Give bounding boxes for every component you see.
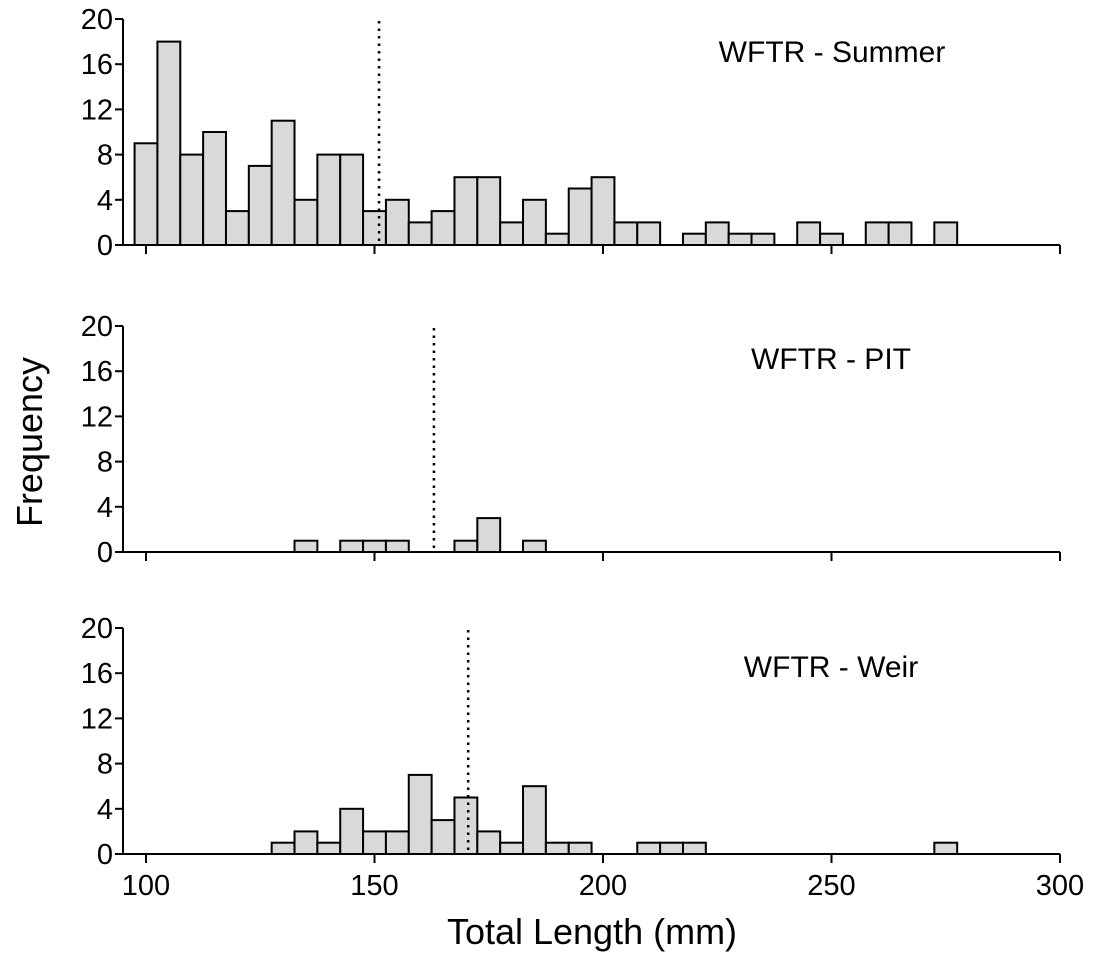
histogram-bar	[293, 539, 319, 554]
histogram-bar	[476, 176, 502, 246]
y-tick-label: 8	[97, 447, 113, 479]
y-axis-title: Frequency	[9, 357, 50, 527]
histogram-bar	[362, 539, 387, 554]
histogram-bar	[430, 819, 456, 855]
histogram-bar	[339, 807, 365, 855]
y-tick-label: 16	[81, 49, 113, 81]
histogram-bar	[339, 153, 365, 247]
histogram-bar	[133, 142, 159, 246]
histogram-bar	[659, 841, 684, 856]
x-tick-label: 100	[122, 870, 170, 902]
y-tick-label: 20	[81, 4, 113, 36]
histogram-bar	[499, 221, 525, 246]
y-tick-label: 20	[81, 613, 113, 645]
histogram-bar	[453, 176, 479, 246]
histogram-bar	[316, 841, 342, 856]
x-tick-label: 250	[807, 870, 855, 902]
histogram-bar	[293, 198, 319, 247]
histogram-bar	[796, 221, 822, 246]
histogram-bar	[544, 841, 570, 856]
histogram-bar	[567, 187, 593, 246]
y-tick-label: 16	[81, 356, 113, 388]
y-tick-label: 20	[81, 311, 113, 343]
y-tick-label: 4	[97, 492, 113, 524]
histogram-bar	[156, 40, 182, 246]
histogram-bar	[362, 210, 387, 247]
panel-3: 0 4 8 12 16 20 100 150 200 250 300 WFTR - Weir	[81, 613, 1084, 902]
y-tick-label: 0	[97, 230, 113, 262]
histogram-bar	[933, 841, 959, 856]
histogram-bar	[544, 232, 570, 246]
x-axis-title: Total Length (mm)	[447, 911, 737, 952]
panel-1: 0 4 8 12 16 20 WFTR - Summer	[81, 4, 1061, 262]
histogram-bar	[316, 153, 342, 247]
histogram-bar	[887, 221, 913, 246]
histogram-bar	[407, 773, 433, 856]
histogram-bar	[430, 210, 456, 247]
panel-2: 0 4 8 12 16 20 WFTR - PIT	[81, 311, 1061, 569]
histogram-bar	[727, 232, 753, 246]
histogram-bar	[636, 841, 662, 856]
histogram-bar	[339, 539, 365, 554]
histogram-bar	[681, 232, 707, 246]
x-tick-label: 300	[1036, 870, 1084, 902]
histogram-bar	[476, 517, 502, 553]
histogram-bar	[819, 232, 844, 246]
y-tick-label: 8	[97, 140, 113, 172]
histogram-bar	[384, 198, 410, 247]
histogram-bar	[179, 153, 205, 247]
histogram-bar	[270, 119, 296, 246]
y-tick-label: 0	[97, 839, 113, 871]
histogram-bar	[270, 841, 296, 856]
histogram-bar	[384, 830, 410, 856]
panel-title: WFTR - Summer	[719, 36, 946, 69]
x-tick-label: 150	[350, 870, 398, 902]
histogram-bar	[499, 841, 525, 856]
histogram-bar	[636, 221, 662, 246]
histogram-bar	[293, 830, 319, 856]
histogram-bar	[613, 221, 639, 246]
histogram-bar	[864, 221, 890, 246]
panel-title: WFTR - Weir	[744, 651, 918, 684]
histogram-bar	[522, 198, 547, 247]
histogram-bar	[453, 796, 479, 855]
histogram-bar	[704, 221, 730, 246]
y-tick-label: 12	[81, 401, 113, 433]
y-tick-label: 12	[81, 94, 113, 126]
histogram-bar	[202, 131, 227, 246]
y-tick-label: 8	[97, 749, 113, 781]
histogram-bar	[407, 221, 433, 246]
x-tick-label: 200	[579, 870, 627, 902]
histogram-bar	[750, 232, 776, 246]
histogram-bar	[453, 539, 479, 554]
histogram-bar	[681, 841, 707, 856]
histogram-bar	[522, 785, 547, 856]
histogram-bar	[362, 830, 387, 856]
histogram-bar	[384, 539, 410, 554]
histogram-bar	[567, 841, 593, 856]
y-tick-label: 16	[81, 658, 113, 690]
y-tick-label: 0	[97, 537, 113, 569]
y-tick-label: 12	[81, 703, 113, 735]
histogram-bar	[933, 221, 959, 246]
panel-title: WFTR - PIT	[751, 343, 911, 376]
y-tick-label: 4	[97, 794, 113, 826]
histogram-bar	[590, 176, 616, 246]
histogram-bar	[476, 830, 502, 856]
histogram-bar	[224, 210, 250, 247]
histogram-bar	[522, 539, 547, 554]
y-tick-label: 4	[97, 185, 113, 217]
histogram-bar	[247, 164, 273, 246]
